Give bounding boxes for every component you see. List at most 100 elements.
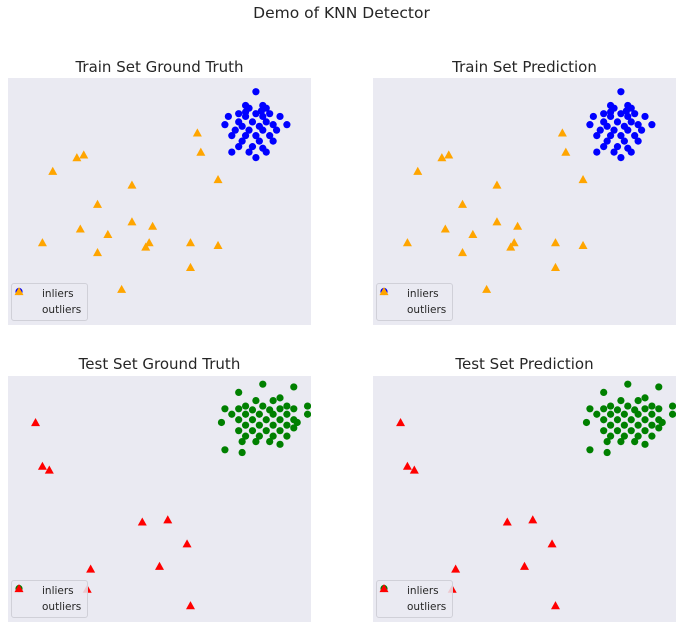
outlier-point [144, 238, 154, 247]
outlier-point [550, 238, 560, 247]
inlier-point [620, 421, 628, 429]
inlier-point [613, 416, 622, 424]
inlier-point [641, 405, 649, 413]
inlier-point [648, 421, 656, 429]
inlier-point [641, 416, 649, 424]
legend-label: outliers [407, 304, 447, 316]
outlier-point [127, 180, 137, 189]
inlier-point [624, 112, 632, 121]
outlier-point [192, 128, 202, 137]
outlier-point [468, 229, 478, 239]
inlier-point [259, 112, 267, 121]
scatter-svg [402, 88, 656, 293]
inlier-point [668, 402, 676, 410]
outlier-point [578, 175, 588, 184]
inlier-point [641, 394, 649, 402]
inlier-point [603, 438, 611, 446]
inlier-point [290, 383, 298, 391]
inlier-point [610, 126, 618, 134]
outlier-point [506, 242, 516, 251]
inlier-point [235, 388, 243, 396]
inlier-point [248, 416, 257, 424]
inlier-point [269, 410, 277, 418]
inlier-point [248, 427, 257, 435]
inlier-point [641, 440, 649, 448]
scatter-svg [37, 88, 291, 293]
inlier-point [259, 380, 267, 388]
outlier-point [103, 229, 113, 239]
outlier-point [402, 238, 412, 247]
legend-label: inliers [407, 585, 439, 597]
outlier-point [550, 262, 560, 271]
inlier-point [634, 410, 642, 418]
inlier-point [613, 118, 622, 126]
inlier-point [252, 88, 260, 96]
inlier-point [634, 397, 642, 405]
inlier-point [235, 110, 243, 118]
outlier-point [141, 242, 151, 251]
legend-item-outliers: outliers [379, 584, 447, 615]
inlier-point [259, 126, 267, 134]
inlier-point [228, 132, 236, 140]
outlier-point [163, 515, 173, 524]
inlier-point [641, 427, 649, 435]
inlier-point [631, 132, 639, 140]
inlier-point [283, 121, 291, 129]
legend-triangle-icon [379, 287, 399, 317]
legend-label: outliers [407, 601, 447, 613]
inlier-point [586, 405, 594, 413]
inlier-point [593, 410, 601, 418]
inlier-point [266, 132, 274, 140]
plot-area: inliers outliers [8, 78, 311, 325]
outlier-point [547, 539, 557, 548]
inlier-point [252, 110, 260, 118]
outlier-point [137, 517, 147, 526]
inlier-point [255, 137, 263, 145]
inlier-point [259, 402, 267, 410]
inlier-point [631, 110, 639, 118]
inlier-point [248, 406, 257, 414]
inlier-point [241, 402, 250, 410]
inlier-point [624, 126, 632, 134]
inlier-point [613, 427, 622, 435]
inlier-point [582, 418, 591, 427]
inlier-point [617, 438, 625, 446]
inlier-point [276, 416, 284, 424]
inlier-point [290, 424, 298, 432]
inlier-point [262, 148, 270, 156]
outlier-point [117, 284, 127, 293]
inlier-point [241, 108, 250, 116]
legend-label: outliers [42, 601, 82, 613]
inlier-point [658, 418, 666, 427]
inlier-point [269, 137, 277, 145]
legend-triangle-icon [14, 287, 34, 317]
inlier-point [283, 410, 291, 418]
outlier-point [185, 601, 195, 610]
outlier-point [550, 601, 560, 610]
inlier-point [624, 402, 632, 410]
outlier-point [31, 417, 41, 427]
outlier-point [482, 284, 492, 293]
inlier-point [228, 410, 236, 418]
outlier-point [48, 166, 58, 175]
outlier-point [578, 240, 588, 250]
inlier-point [255, 421, 263, 429]
inlier-point [593, 148, 601, 156]
inlier-point [600, 143, 608, 151]
outlier-point [557, 128, 567, 137]
inlier-point [221, 446, 229, 454]
inlier-point [276, 440, 284, 448]
legend-label: inliers [42, 288, 74, 300]
inlier-point [603, 137, 611, 145]
outlier-point [492, 180, 502, 189]
inlier-point [600, 388, 608, 396]
inlier-point [262, 416, 270, 424]
outlier-point [213, 175, 223, 184]
inlier-point [603, 122, 611, 130]
legend-triangle-icon [379, 584, 399, 614]
inlier-point [241, 410, 250, 418]
outlier-point [93, 248, 103, 257]
outlier-point [440, 224, 450, 233]
inlier-point [248, 143, 257, 151]
